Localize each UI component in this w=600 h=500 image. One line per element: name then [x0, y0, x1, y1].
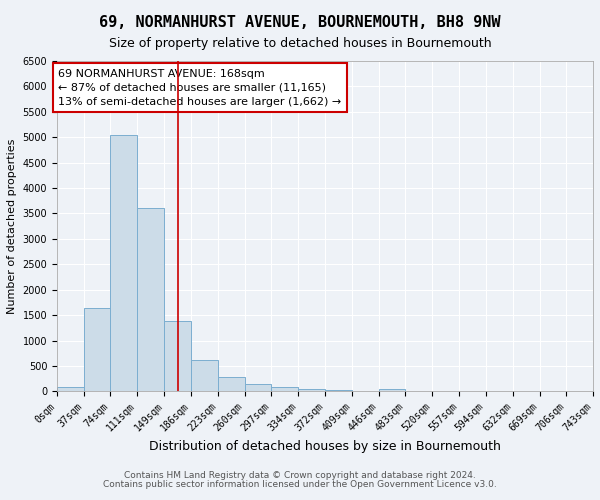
Bar: [379, 388, 406, 392]
Bar: [325, 390, 352, 392]
Bar: [164, 321, 191, 392]
Bar: [245, 384, 271, 392]
Bar: [83, 308, 110, 392]
X-axis label: Distribution of detached houses by size in Bournemouth: Distribution of detached houses by size …: [149, 440, 501, 453]
Bar: [191, 360, 218, 392]
Bar: [110, 134, 137, 392]
Bar: [57, 388, 83, 392]
Text: Contains public sector information licensed under the Open Government Licence v3: Contains public sector information licen…: [103, 480, 497, 489]
Y-axis label: Number of detached properties: Number of detached properties: [7, 138, 17, 314]
Bar: [352, 390, 379, 392]
Text: 69 NORMANHURST AVENUE: 168sqm
← 87% of detached houses are smaller (11,165)
13% : 69 NORMANHURST AVENUE: 168sqm ← 87% of d…: [58, 68, 341, 106]
Text: Size of property relative to detached houses in Bournemouth: Size of property relative to detached ho…: [109, 38, 491, 51]
Bar: [218, 376, 245, 392]
Text: Contains HM Land Registry data © Crown copyright and database right 2024.: Contains HM Land Registry data © Crown c…: [124, 471, 476, 480]
Bar: [271, 387, 298, 392]
Bar: [298, 388, 325, 392]
Bar: [137, 208, 164, 392]
Text: 69, NORMANHURST AVENUE, BOURNEMOUTH, BH8 9NW: 69, NORMANHURST AVENUE, BOURNEMOUTH, BH8…: [99, 15, 501, 30]
